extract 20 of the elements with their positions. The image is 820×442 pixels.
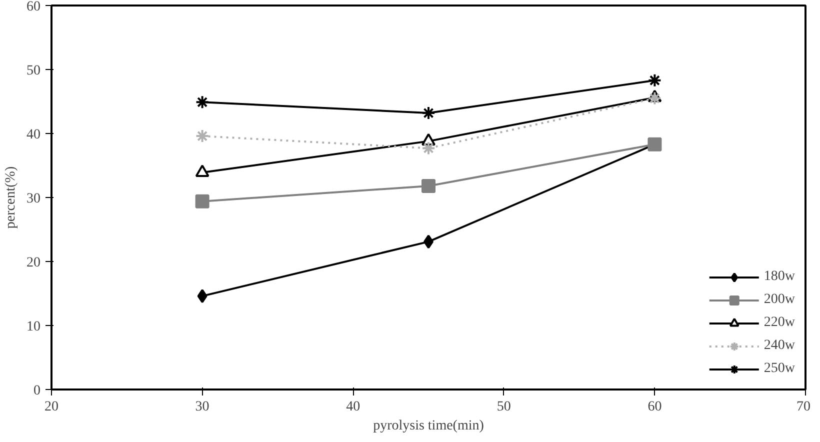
y-tick-label: 10 [26, 320, 40, 334]
y-tick-label: 40 [26, 128, 40, 142]
legend-label: 200w [764, 292, 795, 308]
legend-label: 250w [764, 361, 795, 377]
y-tick-label: 60 [26, 0, 40, 14]
y-tick-label: 50 [26, 64, 40, 78]
x-tick-label: 70 [796, 400, 810, 414]
x-axis-title: pyrolysis time(min) [373, 418, 484, 434]
legend-label: 180w [764, 269, 795, 285]
y-tick-label: 0 [34, 384, 40, 398]
y-axis-title: percent(%) [4, 166, 18, 229]
x-tick-label: 30 [195, 400, 210, 414]
legend-label: 220w [764, 315, 795, 331]
x-tick-label: 40 [346, 400, 360, 414]
x-tick-label: 20 [44, 400, 58, 414]
x-tick-label: 50 [496, 400, 511, 414]
x-tick-label: 60 [648, 400, 662, 414]
y-tick-label: 30 [26, 192, 40, 206]
legend-label: 240w [764, 338, 795, 354]
y-tick-label: 20 [26, 256, 40, 270]
